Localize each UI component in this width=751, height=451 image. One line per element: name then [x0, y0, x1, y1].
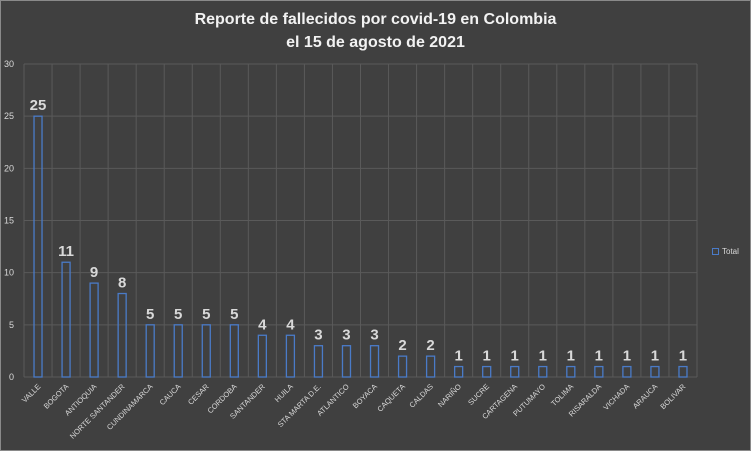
data-label: 2: [398, 337, 406, 354]
data-label: 3: [314, 327, 322, 344]
x-tick-label: VALLE: [20, 382, 42, 404]
legend-swatch: [712, 248, 719, 255]
data-label: 1: [595, 348, 603, 365]
bar: [285, 334, 296, 378]
bar: [313, 345, 324, 378]
bar: [594, 365, 604, 378]
data-label: 1: [567, 348, 575, 365]
data-label: 1: [651, 348, 659, 365]
data-label: 4: [258, 316, 267, 333]
data-label: 1: [623, 348, 631, 365]
bar: [201, 324, 211, 378]
y-tick-label: 15: [4, 216, 14, 226]
chart-title: Reporte de fallecidos por covid-19 en Co…: [0, 8, 751, 54]
bar: [257, 334, 268, 378]
x-tick-label: ARAUCA: [631, 382, 659, 410]
bar: [566, 365, 576, 378]
bar: [33, 115, 43, 378]
bar: [538, 365, 548, 378]
bar: [650, 365, 660, 378]
legend: Total: [712, 247, 739, 256]
x-tick-label: HUILA: [273, 382, 295, 404]
data-label: 5: [174, 306, 182, 323]
chart-title-line-2: el 15 de agosto de 2021: [286, 34, 465, 51]
data-label: 9: [90, 264, 98, 281]
bar: [145, 324, 155, 378]
data-label: 5: [202, 306, 210, 323]
bar: [510, 365, 520, 378]
data-label: 25: [30, 97, 47, 114]
data-label: 1: [511, 348, 519, 365]
bar: [369, 345, 380, 378]
legend-label: Total: [722, 247, 739, 256]
x-tick-label: TOLIMA: [549, 382, 575, 408]
bar: [229, 324, 239, 378]
x-tick-label: VICHADA: [601, 382, 631, 412]
y-tick-label: 20: [4, 163, 14, 173]
bar: [453, 365, 464, 378]
bar: [61, 261, 71, 378]
x-tick-label: NARIÑO: [436, 382, 463, 409]
bar: [341, 345, 352, 378]
y-tick-label: 5: [9, 320, 14, 330]
x-tick-label: BOYACA: [351, 382, 379, 410]
data-label: 3: [342, 327, 350, 344]
x-tick-label: SUCRE: [466, 382, 491, 407]
x-tick-label: BOGOTA: [42, 382, 71, 411]
bar: [678, 365, 688, 378]
data-label: 1: [539, 348, 547, 365]
data-label: 1: [483, 348, 491, 365]
data-label: 5: [146, 306, 154, 323]
bar: [173, 324, 183, 378]
data-label: 11: [58, 243, 74, 260]
data-label: 8: [118, 275, 126, 292]
y-tick-label: 0: [9, 372, 14, 382]
bar: [622, 365, 632, 378]
bar: [89, 282, 99, 378]
data-label: 5: [230, 306, 238, 323]
y-tick-label: 30: [4, 59, 14, 69]
y-tick-label: 10: [4, 268, 14, 278]
chart-title-line-1: Reporte de fallecidos por covid-19 en Co…: [194, 11, 557, 28]
bar: [397, 355, 408, 378]
x-tick-label: BOLIVAR: [658, 382, 687, 411]
data-label: 4: [286, 316, 295, 333]
bar: [425, 355, 436, 378]
y-tick-label: 25: [4, 111, 14, 121]
data-label: 1: [454, 348, 462, 365]
data-label: 2: [426, 337, 434, 354]
data-label: 1: [679, 348, 687, 365]
x-tick-label: CAUCA: [158, 382, 183, 407]
x-tick-label: CAQUETA: [375, 382, 407, 414]
x-tick-label: CALDAS: [407, 382, 435, 410]
bar: [117, 292, 127, 378]
bar: [482, 365, 492, 378]
x-tick-label: CESAR: [186, 382, 211, 407]
data-label: 3: [370, 327, 378, 344]
